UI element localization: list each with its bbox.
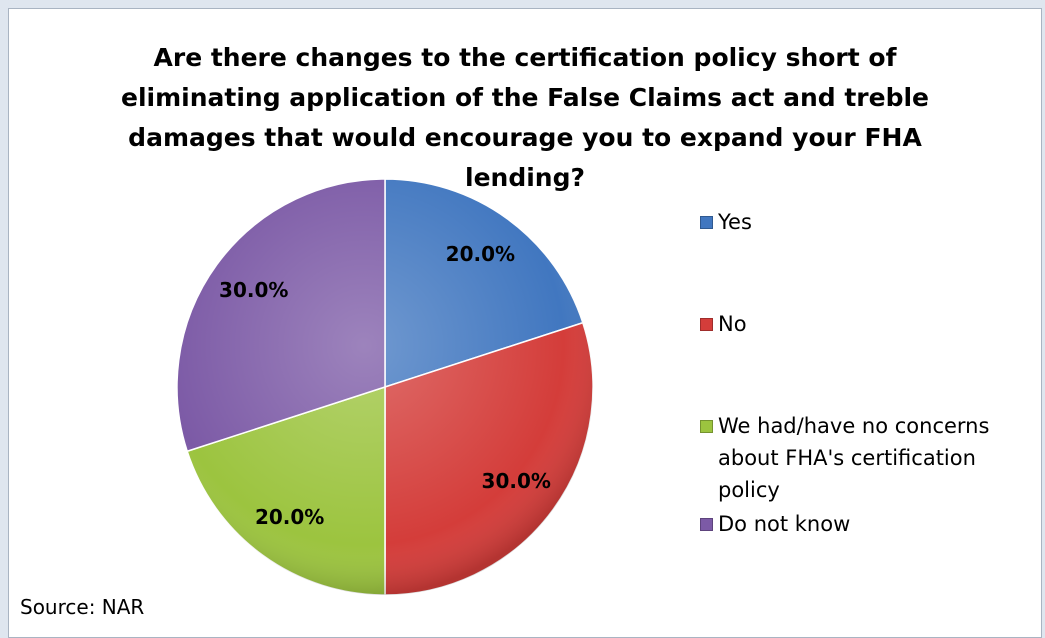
chart-title: Are there changes to the certification p…: [121, 43, 929, 192]
legend-label: We had/have no concerns about FHA's cert…: [718, 414, 990, 502]
legend-swatch: [700, 318, 713, 331]
source-note: Source: NAR: [20, 595, 145, 619]
legend-swatch: [700, 216, 713, 229]
legend-item: Do not know: [700, 508, 1030, 540]
data-label: 20.0%: [255, 505, 324, 529]
legend-item: Yes: [700, 206, 1030, 238]
data-label: 30.0%: [482, 469, 551, 493]
legend-label: Yes: [718, 210, 752, 234]
legend-swatch: [700, 420, 713, 433]
data-label: 20.0%: [446, 242, 515, 266]
legend-item: No: [700, 308, 1030, 340]
legend-swatch: [700, 518, 713, 531]
legend-label: No: [718, 312, 747, 336]
legend-item: We had/have no concerns about FHA's cert…: [700, 410, 1030, 506]
data-label: 30.0%: [219, 278, 288, 302]
legend-label: Do not know: [718, 512, 851, 536]
